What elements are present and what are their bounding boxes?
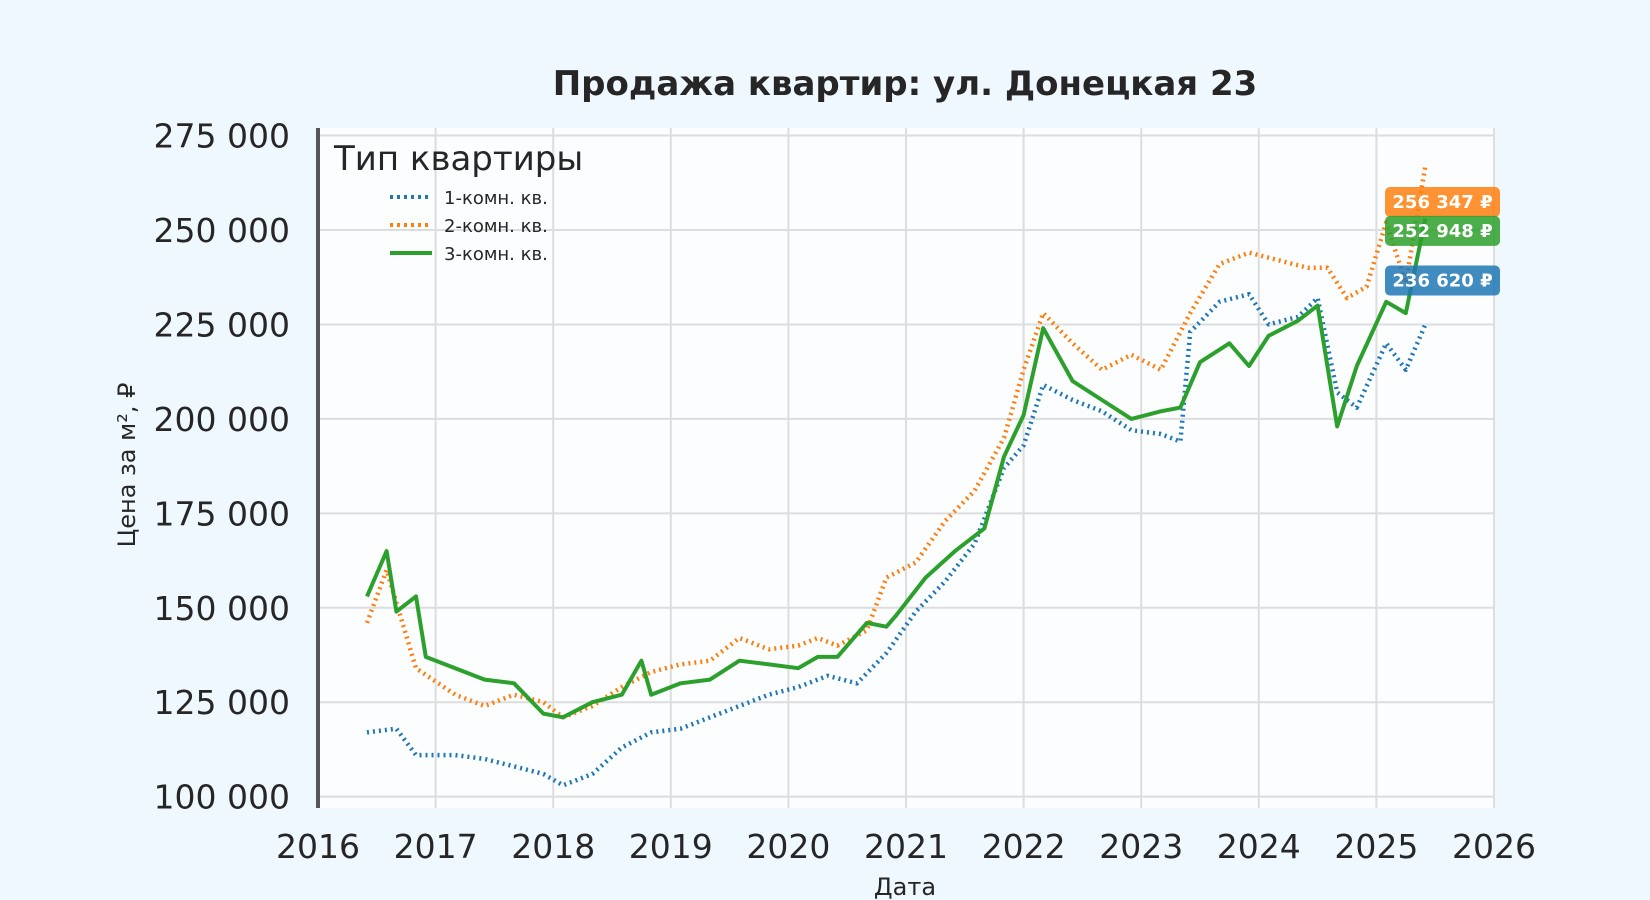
legend: Тип квартиры 1-комн. кв. 2-комн. кв. 3-ком… [333, 139, 583, 265]
x-tick-label: 2026 [1452, 827, 1536, 866]
y-tick-label: 225 000 [154, 305, 290, 344]
end-value-text: 236 620 ₽ [1392, 271, 1492, 292]
end-value-badge-bg [1385, 265, 1500, 296]
x-tick-label: 2021 [864, 827, 948, 866]
x-tick-label: 2024 [1217, 827, 1301, 866]
end-value-labels: 256 347 ₽ 252 948 ₽ 236 620 ₽ [1385, 187, 1500, 296]
x-tick-label: 2019 [629, 827, 713, 866]
y-tick-label: 100 000 [154, 778, 290, 817]
end-value-badge: 236 620 ₽ [1385, 265, 1500, 296]
legend-title: Тип квартиры [333, 139, 583, 179]
end-value-text: 256 347 ₽ [1392, 192, 1492, 213]
end-value-badge-bg [1385, 215, 1500, 246]
x-tick-label: 2018 [511, 827, 595, 866]
grid-lines [317, 128, 1495, 808]
x-tick-label: 2022 [982, 827, 1066, 866]
legend-label: 1-комн. кв. [444, 188, 548, 209]
y-axis-label: Цена за м², ₽ [113, 383, 141, 548]
x-tick-label: 2025 [1334, 827, 1418, 866]
end-value-badge-bg [1385, 187, 1500, 218]
y-tick-labels: 100 000 125 000 150 000 175 000 200 000 225 0… [154, 117, 290, 817]
chart-title: Продажа квартир: ул. Донецкая 23 [553, 64, 1258, 104]
x-axis-label: Дата [874, 873, 936, 900]
legend-label: 3-комн. кв. [444, 244, 548, 265]
y-tick-label: 175 000 [154, 494, 290, 533]
y-tick-label: 200 000 [154, 400, 290, 439]
x-tick-label: 2017 [394, 827, 478, 866]
legend-label: 2-комн. кв. [444, 216, 548, 237]
y-tick-label: 150 000 [154, 589, 290, 628]
series-line [365, 218, 1428, 720]
end-value-text: 252 948 ₽ [1392, 221, 1492, 242]
y-tick-label: 250 000 [154, 211, 290, 250]
x-tick-label: 2016 [276, 827, 360, 866]
x-tick-label: 2020 [746, 827, 830, 866]
end-value-badge: 256 347 ₽ [1385, 187, 1500, 218]
x-tick-label: 2023 [1099, 827, 1183, 866]
end-value-badge: 252 948 ₽ [1385, 215, 1500, 246]
y-tick-label: 125 000 [154, 683, 290, 722]
series-layer [364, 165, 1428, 788]
y-tick-label: 275 000 [154, 117, 290, 156]
x-tick-labels: 2016 2017 2018 2019 2020 2021 2022 2023 2024 2025… [276, 827, 1536, 866]
